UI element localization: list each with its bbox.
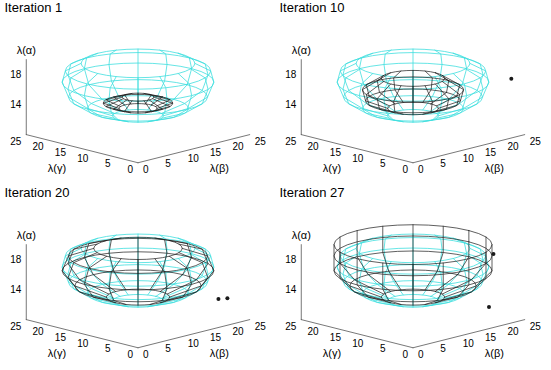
- svg-text:25: 25: [255, 136, 267, 147]
- svg-text:λ(γ): λ(γ): [48, 347, 66, 359]
- svg-text:18: 18: [10, 254, 22, 265]
- svg-text:0: 0: [127, 164, 133, 175]
- svg-text:0: 0: [418, 164, 424, 175]
- svg-text:10: 10: [463, 338, 475, 349]
- svg-text:Iteration 1: Iteration 1: [5, 0, 63, 15]
- svg-text:λ(β): λ(β): [210, 162, 229, 174]
- svg-text:20: 20: [307, 141, 319, 152]
- svg-text:14: 14: [285, 99, 297, 110]
- svg-text:λ(α): λ(α): [17, 229, 36, 241]
- svg-text:0: 0: [402, 164, 408, 175]
- svg-text:5: 5: [440, 343, 446, 354]
- svg-text:10: 10: [188, 153, 200, 164]
- svg-text:5: 5: [165, 158, 171, 169]
- svg-text:10: 10: [77, 153, 89, 164]
- svg-text:18: 18: [285, 69, 297, 80]
- svg-text:20: 20: [507, 326, 519, 337]
- svg-text:λ(γ): λ(γ): [323, 347, 341, 359]
- svg-text:15: 15: [330, 332, 342, 343]
- svg-text:Iteration 10: Iteration 10: [280, 0, 345, 15]
- svg-text:14: 14: [285, 284, 297, 295]
- svg-text:18: 18: [10, 69, 22, 80]
- svg-text:25: 25: [285, 321, 297, 332]
- svg-text:20: 20: [32, 326, 44, 337]
- svg-text:18: 18: [285, 254, 297, 265]
- svg-text:25: 25: [10, 321, 22, 332]
- svg-text:15: 15: [210, 147, 222, 158]
- svg-text:15: 15: [210, 332, 222, 343]
- svg-text:Iteration 27: Iteration 27: [280, 185, 345, 200]
- svg-text:14: 14: [10, 99, 22, 110]
- svg-text:0: 0: [143, 349, 149, 360]
- svg-text:0: 0: [402, 349, 408, 360]
- svg-text:15: 15: [55, 147, 67, 158]
- svg-text:10: 10: [463, 153, 475, 164]
- svg-text:25: 25: [530, 136, 542, 147]
- svg-text:20: 20: [232, 141, 244, 152]
- svg-text:20: 20: [32, 141, 44, 152]
- svg-text:5: 5: [105, 343, 111, 354]
- svg-text:5: 5: [165, 343, 171, 354]
- svg-text:0: 0: [418, 349, 424, 360]
- svg-text:5: 5: [105, 158, 111, 169]
- svg-text:20: 20: [232, 326, 244, 337]
- svg-text:5: 5: [380, 343, 386, 354]
- svg-text:15: 15: [55, 332, 67, 343]
- svg-text:25: 25: [255, 321, 267, 332]
- svg-text:λ(γ): λ(γ): [323, 162, 341, 174]
- svg-text:10: 10: [188, 338, 200, 349]
- svg-text:λ(α): λ(α): [292, 229, 311, 241]
- svg-text:Iteration 20: Iteration 20: [5, 185, 70, 200]
- svg-text:10: 10: [77, 338, 89, 349]
- svg-text:λ(β): λ(β): [485, 347, 504, 359]
- svg-text:λ(β): λ(β): [485, 162, 504, 174]
- svg-text:5: 5: [440, 158, 446, 169]
- svg-text:0: 0: [143, 164, 149, 175]
- svg-text:5: 5: [380, 158, 386, 169]
- svg-text:λ(α): λ(α): [292, 44, 311, 56]
- svg-text:λ(γ): λ(γ): [48, 162, 66, 174]
- svg-text:14: 14: [10, 284, 22, 295]
- svg-text:λ(β): λ(β): [210, 347, 229, 359]
- svg-text:25: 25: [10, 136, 22, 147]
- svg-text:25: 25: [530, 321, 542, 332]
- svg-text:20: 20: [507, 141, 519, 152]
- svg-text:0: 0: [127, 349, 133, 360]
- svg-text:λ(α): λ(α): [17, 44, 36, 56]
- svg-text:15: 15: [330, 147, 342, 158]
- svg-text:20: 20: [307, 326, 319, 337]
- svg-text:15: 15: [485, 147, 497, 158]
- svg-text:15: 15: [485, 332, 497, 343]
- svg-text:10: 10: [352, 338, 364, 349]
- svg-text:10: 10: [352, 153, 364, 164]
- svg-text:25: 25: [285, 136, 297, 147]
